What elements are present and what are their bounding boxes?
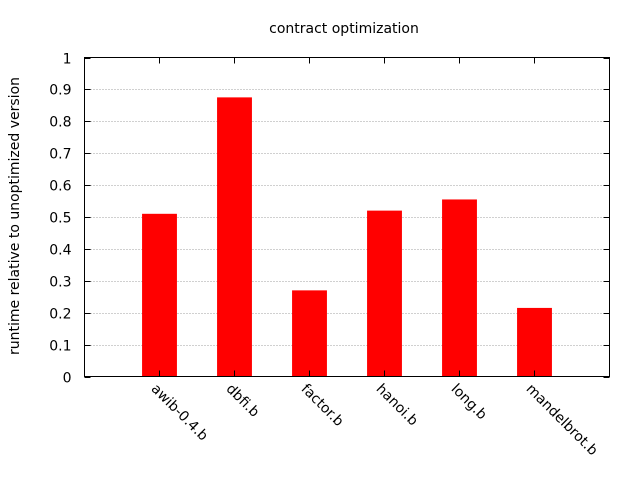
y-tick-label: 0.7 xyxy=(49,147,71,163)
y-axis-label: runtime relative to unoptimized version xyxy=(7,77,23,355)
x-tick-label: factor.b xyxy=(298,381,347,430)
x-tick-label: dbfi.b xyxy=(223,381,263,421)
x-tick-label: mandelbrot.b xyxy=(523,381,601,459)
chart-title: contract optimization xyxy=(269,21,419,37)
bar-awib-0.4.b xyxy=(142,213,177,377)
y-tick-label: 0.2 xyxy=(49,307,71,323)
bar-hanoi.b xyxy=(367,210,402,377)
y-tick-label: 1 xyxy=(63,52,72,68)
bars xyxy=(142,97,552,377)
bar-mandelbrot.b xyxy=(517,307,552,377)
y-tick-label: 0.8 xyxy=(49,115,71,131)
y-tick-label: 0 xyxy=(63,371,72,387)
y-tick-label: 0.5 xyxy=(49,211,71,227)
y-tick-label: 0.4 xyxy=(49,243,71,259)
plot-frame xyxy=(84,57,610,377)
bar-long.b xyxy=(442,199,477,377)
y-tick-label: 0.9 xyxy=(49,83,71,99)
bar-factor.b xyxy=(292,290,327,377)
y-axis-ticks: 0 0.1 0.2 0.3 0.4 0.5 0.6 0.7 0.8 0.9 1 xyxy=(49,52,610,387)
x-tick-label: long.b xyxy=(448,381,490,423)
y-tick-label: 0.6 xyxy=(49,179,71,195)
x-tick-label: awib-0.4.b xyxy=(148,381,211,444)
x-tick-label: hanoi.b xyxy=(373,381,421,429)
y-tick-label: 0.1 xyxy=(49,339,71,355)
bar-dbfi.b xyxy=(217,97,252,377)
y-tick-label: 0.3 xyxy=(49,275,71,291)
